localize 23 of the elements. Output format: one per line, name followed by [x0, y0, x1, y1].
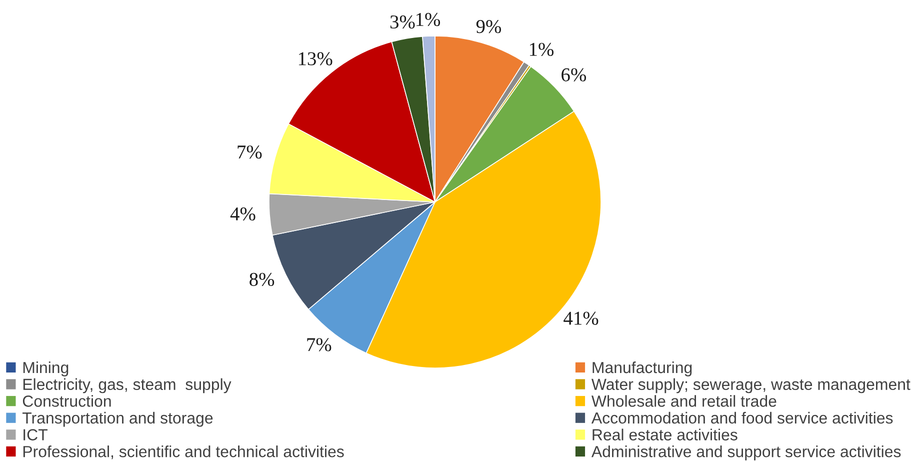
legend-label: Manufacturing [592, 361, 692, 376]
legend-label: Electricity, gas, steam supply [23, 378, 232, 394]
legend-label: Real estate activities [592, 428, 738, 440]
legend-label: Wholesale and retail trade [591, 395, 776, 407]
legend-label: ICT [24, 429, 48, 440]
legend-label: Water supply; sewerage, waste management [591, 378, 910, 394]
legend-label: Professional, scientific and technical activities [23, 446, 344, 460]
data-label: 4% [230, 207, 256, 221]
data-label: 1% [416, 12, 440, 26]
legend-label: Construction [22, 395, 111, 407]
data-label: 3% [390, 15, 415, 29]
data-label: 13% [298, 52, 332, 66]
data-label: 6% [562, 68, 586, 82]
data-label: 41% [564, 312, 598, 325]
legend-label: Mining [23, 361, 68, 376]
legend-label: Transportation and storage [22, 412, 213, 427]
data-label: 7% [307, 338, 332, 352]
data-label: 7% [238, 145, 262, 159]
data-label: 9% [476, 20, 502, 34]
data-label: 1% [530, 42, 554, 56]
legend-label: Administrative and support service activities [591, 446, 901, 460]
data-label: 8% [250, 272, 274, 286]
legend-label: Accommodation and food service activities [591, 412, 893, 424]
